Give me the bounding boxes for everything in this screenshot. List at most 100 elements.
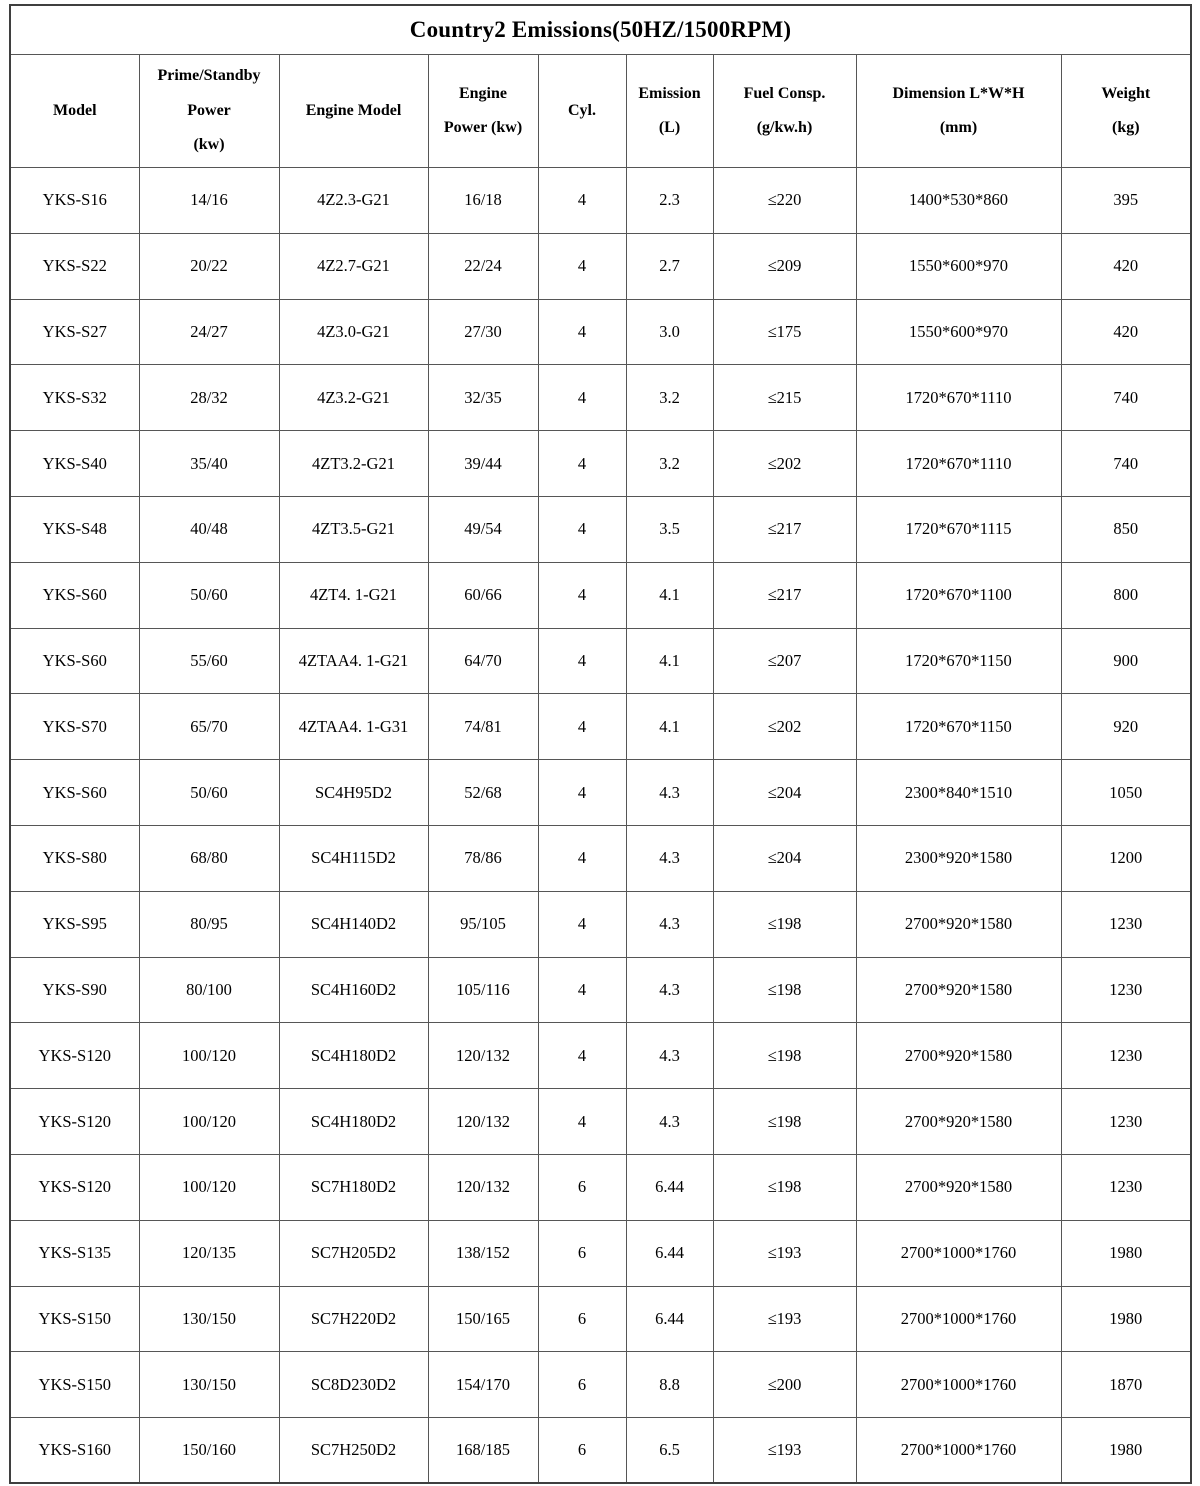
cell-prime-standby-power: 28/32 — [138, 364, 280, 432]
table-header-row: Model Prime/Standby Power (kw) Engine Mo… — [9, 54, 1192, 168]
cell-fuel-consumption: ≤200 — [712, 1351, 857, 1419]
table-row: YKS-S70 65/70 4ZTAA4. 1-G31 74/81 4 4.1 ≤202 17… — [9, 693, 1192, 761]
cell-engine-power: 78/86 — [427, 824, 539, 892]
cell-cylinders: 4 — [537, 759, 627, 826]
cell-weight: 1980 — [1060, 1417, 1192, 1484]
cell-engine-model: SC7H205D2 — [278, 1219, 429, 1287]
cell-fuel-consumption: ≤175 — [712, 298, 857, 366]
cell-fuel-consumption: ≤198 — [712, 956, 857, 1024]
table-row: YKS-S16 14/16 4Z2.3-G21 16/18 4 2.3 ≤220 1400*5… — [9, 167, 1192, 234]
cell-dimension: 1550*600*970 — [855, 298, 1062, 366]
cell-emission: 4.3 — [625, 890, 714, 958]
cell-cylinders: 4 — [537, 890, 627, 958]
cell-model: YKS-S150 — [9, 1285, 140, 1353]
cell-dimension: 2300*840*1510 — [855, 759, 1062, 826]
cell-engine-power: 105/116 — [427, 956, 539, 1024]
cell-engine-power: 74/81 — [427, 693, 539, 761]
cell-prime-standby-power: 130/150 — [138, 1351, 280, 1419]
header-dimension: Dimension L*W*H (mm) — [855, 54, 1062, 168]
cell-fuel-consumption: ≤202 — [712, 693, 857, 761]
header-weight: Weight (kg) — [1060, 54, 1192, 168]
cell-emission: 6.44 — [625, 1219, 714, 1287]
cell-model: YKS-S60 — [9, 561, 140, 629]
table-row: YKS-S120 100/120 SC4H180D2 120/132 4 4.3 ≤198 2… — [9, 1022, 1192, 1090]
cell-fuel-consumption: ≤217 — [712, 561, 857, 629]
cell-model: YKS-S40 — [9, 430, 140, 497]
cell-engine-model: SC7H250D2 — [278, 1417, 429, 1484]
cell-weight: 1980 — [1060, 1285, 1192, 1353]
cell-engine-model: 4ZTAA4. 1-G21 — [278, 627, 429, 695]
table-row: YKS-S135 120/135 SC7H205D2 138/152 6 6.44 ≤193… — [9, 1219, 1192, 1287]
cell-weight: 1200 — [1060, 824, 1192, 892]
cell-dimension: 1720*670*1110 — [855, 430, 1062, 497]
cell-emission: 4.3 — [625, 759, 714, 826]
cell-engine-model: 4Z3.0-G21 — [278, 298, 429, 366]
cell-cylinders: 6 — [537, 1153, 627, 1221]
cell-model: YKS-S160 — [9, 1417, 140, 1484]
cell-prime-standby-power: 80/100 — [138, 956, 280, 1024]
cell-engine-model: 4Z2.7-G21 — [278, 232, 429, 300]
cell-prime-standby-power: 24/27 — [138, 298, 280, 366]
cell-engine-model: SC7H220D2 — [278, 1285, 429, 1353]
cell-prime-standby-power: 50/60 — [138, 759, 280, 826]
cell-engine-power: 150/165 — [427, 1285, 539, 1353]
cell-engine-power: 39/44 — [427, 430, 539, 497]
cell-engine-model: SC4H115D2 — [278, 824, 429, 892]
cell-emission: 3.2 — [625, 364, 714, 432]
cell-prime-standby-power: 150/160 — [138, 1417, 280, 1484]
cell-dimension: 1720*670*1150 — [855, 627, 1062, 695]
cell-cylinders: 4 — [537, 1022, 627, 1090]
cell-model: YKS-S80 — [9, 824, 140, 892]
cell-fuel-consumption: ≤198 — [712, 1022, 857, 1090]
table-title: Country2 Emissions(50HZ/1500RPM) — [9, 4, 1192, 55]
cell-prime-standby-power: 50/60 — [138, 561, 280, 629]
cell-emission: 3.0 — [625, 298, 714, 366]
cell-engine-model: SC8D230D2 — [278, 1351, 429, 1419]
cell-prime-standby-power: 68/80 — [138, 824, 280, 892]
cell-model: YKS-S27 — [9, 298, 140, 366]
cell-emission: 2.7 — [625, 232, 714, 300]
cell-model: YKS-S120 — [9, 1088, 140, 1155]
cell-emission: 4.1 — [625, 627, 714, 695]
cell-fuel-consumption: ≤193 — [712, 1285, 857, 1353]
cell-fuel-consumption: ≤217 — [712, 495, 857, 563]
cell-engine-power: 64/70 — [427, 627, 539, 695]
cell-fuel-consumption: ≤215 — [712, 364, 857, 432]
table-body: YKS-S16 14/16 4Z2.3-G21 16/18 4 2.3 ≤220 1400*5… — [9, 167, 1192, 1484]
cell-emission: 4.3 — [625, 1088, 714, 1155]
cell-dimension: 2700*920*1580 — [855, 1088, 1062, 1155]
cell-cylinders: 4 — [537, 561, 627, 629]
cell-fuel-consumption: ≤204 — [712, 824, 857, 892]
cell-weight: 1870 — [1060, 1351, 1192, 1419]
cell-engine-power: 154/170 — [427, 1351, 539, 1419]
table-row: YKS-S40 35/40 4ZT3.2-G21 39/44 4 3.2 ≤202 1720*… — [9, 430, 1192, 497]
cell-prime-standby-power: 20/22 — [138, 232, 280, 300]
header-emission: Emission (L) — [625, 54, 714, 168]
cell-engine-model: 4ZTAA4. 1-G31 — [278, 693, 429, 761]
cell-engine-model: SC4H140D2 — [278, 890, 429, 958]
cell-emission: 6.5 — [625, 1417, 714, 1484]
cell-emission: 8.8 — [625, 1351, 714, 1419]
cell-weight: 1230 — [1060, 1022, 1192, 1090]
cell-weight: 420 — [1060, 298, 1192, 366]
cell-emission: 6.44 — [625, 1285, 714, 1353]
cell-emission: 3.2 — [625, 430, 714, 497]
cell-prime-standby-power: 80/95 — [138, 890, 280, 958]
cell-engine-model: 4ZT4. 1-G21 — [278, 561, 429, 629]
cell-cylinders: 4 — [537, 956, 627, 1024]
cell-model: YKS-S60 — [9, 759, 140, 826]
emissions-spec-table: Country2 Emissions(50HZ/1500RPM) Model P… — [9, 4, 1193, 1485]
table-row: YKS-S150 130/150 SC8D230D2 154/170 6 8.8 ≤200 2… — [9, 1351, 1192, 1419]
cell-dimension: 2700*1000*1760 — [855, 1219, 1062, 1287]
cell-dimension: 2700*920*1580 — [855, 956, 1062, 1024]
cell-weight: 1050 — [1060, 759, 1192, 826]
cell-engine-power: 49/54 — [427, 495, 539, 563]
header-engine-model: Engine Model — [278, 54, 429, 168]
cell-dimension: 2700*1000*1760 — [855, 1351, 1062, 1419]
table-row: YKS-S160 150/160 SC7H250D2 168/185 6 6.5 ≤193 2… — [9, 1417, 1192, 1484]
cell-weight: 1230 — [1060, 1088, 1192, 1155]
cell-fuel-consumption: ≤202 — [712, 430, 857, 497]
cell-engine-model: 4Z2.3-G21 — [278, 167, 429, 234]
cell-cylinders: 4 — [537, 627, 627, 695]
cell-model: YKS-S150 — [9, 1351, 140, 1419]
